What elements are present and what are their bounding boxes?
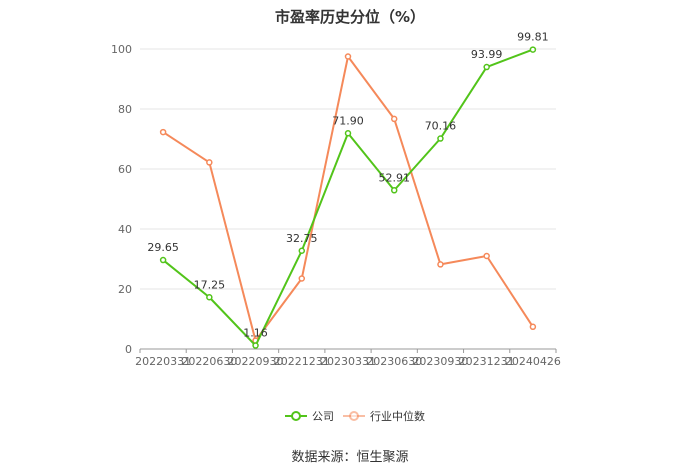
x-tick-label: 20220930 bbox=[228, 355, 284, 368]
data-point bbox=[206, 294, 213, 301]
y-tick-label: 80 bbox=[118, 103, 132, 116]
data-label: 29.65 bbox=[147, 241, 179, 254]
x-axis-ticks: 2022033120220630202209302022123120230331… bbox=[135, 355, 561, 368]
x-tick-label: 20220331 bbox=[135, 355, 191, 368]
legend-item-industry-median[interactable]: 行业中位数 bbox=[343, 409, 425, 423]
legend: 公司 行业中位数 bbox=[285, 409, 425, 423]
data-label: 17.25 bbox=[194, 278, 226, 291]
x-tick-label: 20231231 bbox=[459, 355, 515, 368]
source-note: 数据来源：恒生聚源 bbox=[291, 450, 408, 465]
legend-label: 公司 bbox=[312, 410, 334, 423]
chart-title: 市盈率历史分位（%） bbox=[275, 8, 425, 26]
data-point bbox=[529, 46, 537, 53]
data-point bbox=[298, 247, 306, 254]
x-tick-label: 20240426 bbox=[505, 355, 561, 368]
data-label: 1.16 bbox=[243, 327, 268, 340]
data-labels: 29.65 17.25 1.16 32.75 71.90 52.91 70.16 93.99 9… bbox=[147, 31, 548, 340]
y-tick-label: 100 bbox=[111, 43, 132, 56]
data-label: 99.81 bbox=[517, 31, 549, 44]
data-point bbox=[344, 53, 352, 60]
y-tick-label: 0 bbox=[125, 343, 132, 356]
data-point bbox=[529, 323, 537, 331]
grid-lines bbox=[140, 48, 556, 290]
data-point bbox=[437, 135, 444, 142]
legend-item-company[interactable]: 公司 bbox=[285, 410, 334, 423]
data-point bbox=[390, 187, 398, 194]
data-point bbox=[483, 63, 490, 71]
series-line-industry-median bbox=[162, 55, 534, 342]
data-label: 93.99 bbox=[471, 48, 503, 61]
x-tick-label: 20220630 bbox=[181, 355, 237, 368]
legend-swatch-marker bbox=[291, 411, 301, 421]
x-tick-label: 20221231 bbox=[274, 355, 330, 368]
data-label: 52.91 bbox=[378, 171, 410, 184]
data-point bbox=[206, 159, 213, 166]
x-tick-label: 20230331 bbox=[320, 355, 376, 368]
legend-label: 行业中位数 bbox=[370, 409, 425, 423]
legend-swatch-marker bbox=[349, 411, 359, 421]
x-tick-label: 20230930 bbox=[412, 355, 468, 368]
data-point bbox=[483, 252, 490, 260]
data-point bbox=[390, 115, 398, 123]
x-axis bbox=[139, 348, 557, 353]
series-group bbox=[159, 46, 537, 349]
x-tick-label: 20230630 bbox=[366, 355, 422, 368]
y-axis-ticks: 0 20 40 60 80 100 bbox=[111, 43, 132, 356]
y-tick-label: 40 bbox=[118, 223, 132, 236]
data-label: 71.90 bbox=[332, 114, 364, 127]
y-tick-label: 60 bbox=[118, 163, 132, 176]
data-point bbox=[159, 256, 167, 264]
data-point bbox=[298, 275, 306, 282]
data-point bbox=[437, 261, 444, 268]
data-label: 70.16 bbox=[425, 120, 457, 133]
data-point bbox=[344, 130, 352, 137]
data-point bbox=[252, 342, 259, 349]
y-tick-label: 20 bbox=[118, 283, 132, 296]
data-point bbox=[159, 128, 167, 136]
data-label: 32.75 bbox=[286, 232, 318, 245]
